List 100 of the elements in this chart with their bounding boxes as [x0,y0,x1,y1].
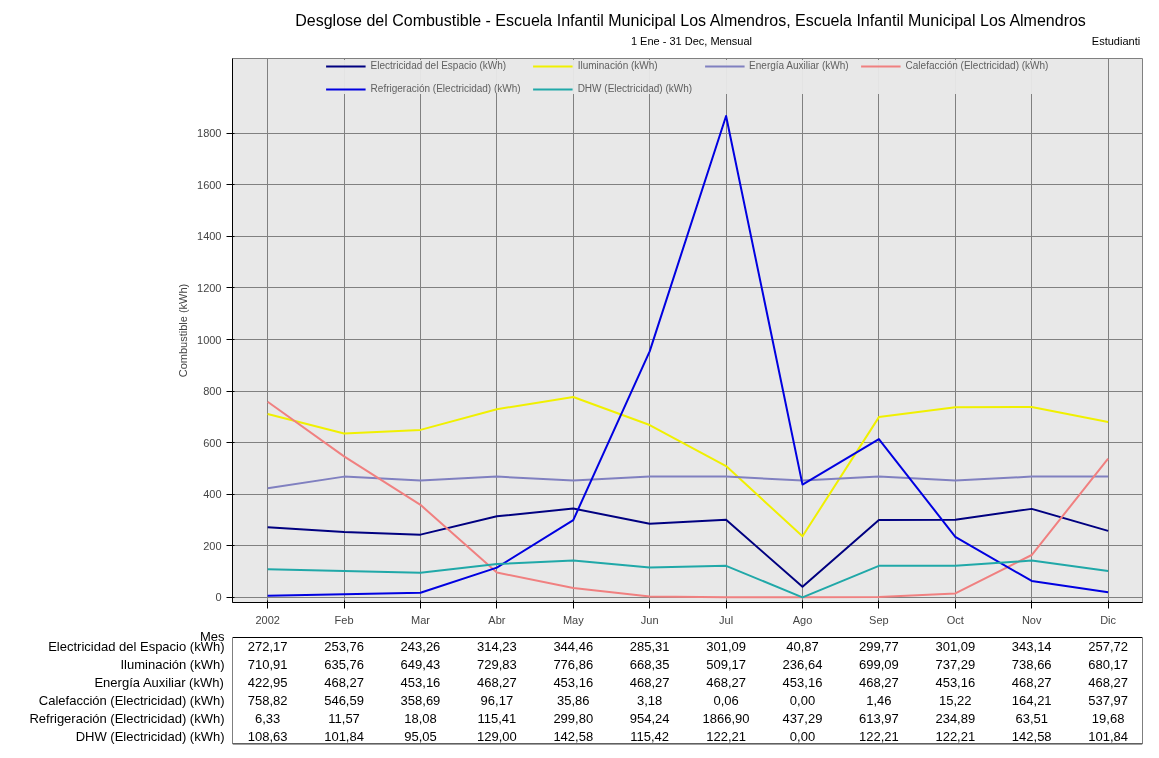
data-label: 468,27 [1011,675,1052,691]
line-series [266,400,1110,599]
y-tick-label: 1800 [197,127,222,140]
y-tick-label: 1600 [197,178,222,191]
text: DHW (Electricidad) (kWh) [75,729,225,745]
data-label: 453,16 [935,675,976,691]
data-label: 164,21 [1011,693,1052,709]
data-label: 40,87 [786,639,819,655]
data-label: 537,97 [1088,693,1128,709]
text: Electricidad del Espacio (kWh) [48,639,225,655]
x-tick-label: Ago [792,613,813,626]
y-tick-label: 1400 [197,230,222,243]
data-label: 437,29 [782,711,823,727]
text: Calefacción (Electricidad) (kWh) [38,693,225,709]
data-label: 18,08 [404,711,437,727]
data-label: 122,21 [706,729,746,745]
data-label: 3,18 [637,693,663,709]
x-tick-label: Jul [719,613,734,626]
text: Energía Auxiliar (kWh) [94,675,224,691]
data-label: 301,09 [706,639,746,655]
data-label: 142,58 [553,729,594,745]
data-label: 35,86 [557,693,590,709]
data-label: 142,58 [1011,729,1052,745]
data-label: 635,76 [324,657,364,673]
x-tick-label: Nov [1021,613,1042,626]
y-tick-label: 400 [203,488,222,501]
line-series [266,396,1110,538]
data-label: 301,09 [935,639,976,655]
legend-label: Electricidad del Espacio (kWh) [370,60,507,71]
legend-label: Energía Auxiliar (kWh) [749,60,849,71]
data-label: 738,66 [1011,657,1052,673]
data-label: 668,35 [629,657,670,673]
y-tick-label: 1200 [197,281,222,294]
legend-label: DHW (Electricidad) (kWh) [577,83,693,94]
data-label: 613,97 [859,711,899,727]
line-series [266,507,1110,588]
data-label: 468,27 [324,675,364,691]
data-label: 954,24 [629,711,670,727]
data-label: 453,16 [553,675,594,691]
data-label: 468,27 [859,675,899,691]
data-label: 358,69 [400,693,441,709]
data-label: 314,23 [476,639,517,655]
y-tick-label: 800 [203,385,222,398]
data-label: 101,84 [324,729,364,745]
data-label: 468,27 [706,675,746,691]
x-tick-label: Dic [1100,613,1117,626]
data-label: 737,29 [935,657,976,673]
data-label: 0,00 [789,729,816,745]
data-label: 509,17 [706,657,746,673]
data-label: 122,21 [859,729,899,745]
data-label: 122,21 [935,729,976,745]
data-label: 343,14 [1011,639,1052,655]
legend-label: Iluminación (kWh) [577,60,658,71]
y-axis-title: Combustible (kWh) [177,283,190,378]
x-tick-label: Oct [946,613,964,626]
data-label: 108,63 [247,729,288,745]
y-tick-label: 600 [203,436,222,449]
data-label: 453,16 [782,675,823,691]
data-label: 63,51 [1015,711,1048,727]
data-label: 546,59 [324,693,364,709]
text: Refrigeración (Electricidad) (kWh) [29,711,225,727]
text: Estudianti [1091,34,1141,47]
data-label: 649,43 [400,657,441,673]
data-label: 699,09 [859,657,899,673]
data-label: 1,46 [866,693,892,709]
y-tick-label: 0 [215,591,222,604]
data-label: 6,33 [255,711,281,727]
data-label: 234,89 [935,711,976,727]
data-label: 253,76 [324,639,364,655]
data-label: 299,80 [553,711,594,727]
data-label: 236,64 [782,657,823,673]
x-tick-label: 2002 [255,613,280,626]
legend-label: Refrigeración (Electricidad) (kWh) [370,83,521,94]
x-tick-label: Sep [869,613,889,626]
x-tick-label: Mar [410,613,431,626]
data-label: 468,27 [476,675,517,691]
line-series [266,559,1110,599]
data-label: 422,95 [247,675,288,691]
data-label: 11,57 [328,711,360,727]
data-label: 115,42 [630,729,670,745]
data-label: 299,77 [859,639,899,655]
data-label: 285,31 [629,639,670,655]
data-label: 729,83 [476,657,517,673]
data-label: 243,26 [400,639,441,655]
data-label: 96,17 [480,693,514,709]
data-label: 257,72 [1088,639,1128,655]
y-tick-label: 1000 [197,333,222,346]
data-label: 15,22 [939,693,972,709]
text: Iluminación (kWh) [120,657,225,673]
data-label: 101,84 [1088,729,1128,745]
data-label: 272,17 [247,639,288,655]
chart-subtitle: 1 Ene - 31 Dec, Mensual [630,34,752,47]
legend-label: Calefacción (Electricidad) (kWh) [905,60,1049,71]
x-tick-label: Abr [488,613,506,626]
data-label: 1866,90 [702,711,750,727]
data-label: 95,05 [404,729,437,745]
data-label: 468,27 [629,675,670,691]
data-label: 758,82 [247,693,288,709]
data-label: 776,86 [553,657,594,673]
data-label: 129,00 [476,729,517,745]
